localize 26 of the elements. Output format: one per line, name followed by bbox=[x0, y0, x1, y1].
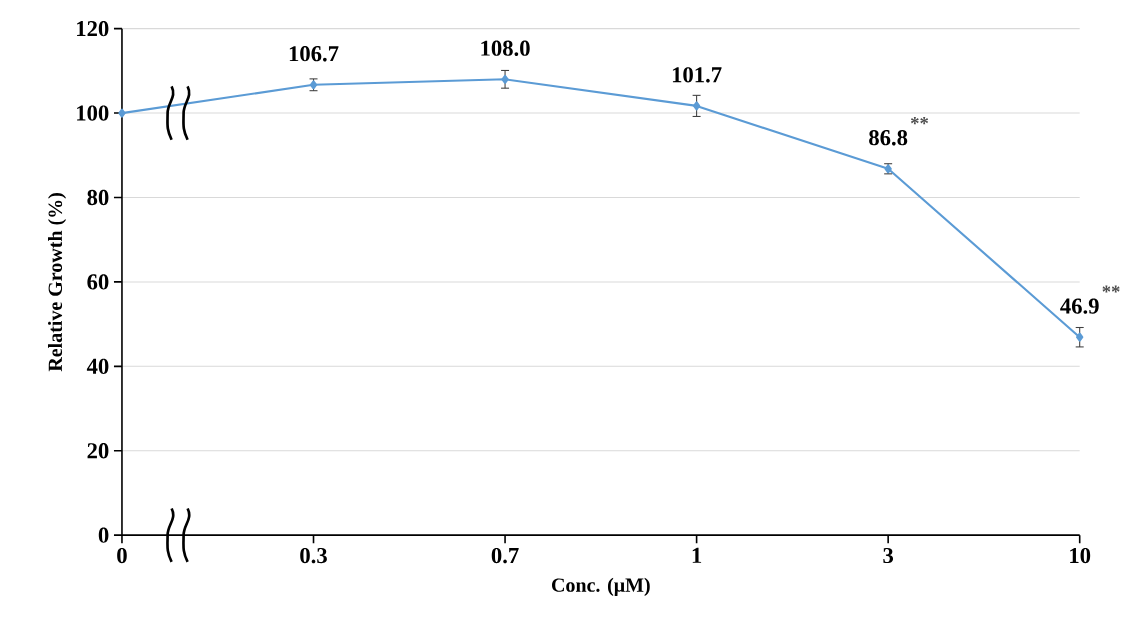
x-tick-label: 10 bbox=[1070, 547, 1091, 564]
y-tick-label: 40 bbox=[86, 358, 109, 375]
y-tick-label: 120 bbox=[77, 21, 109, 37]
annotation: ** bbox=[1102, 285, 1120, 293]
annotation: ** bbox=[910, 117, 929, 125]
y-tick-label: 20 bbox=[87, 443, 109, 459]
point bbox=[692, 101, 701, 111]
point bbox=[501, 74, 509, 84]
y-tick-label: 60 bbox=[87, 274, 109, 290]
x-tick-label: 0.3 bbox=[300, 547, 327, 564]
x-tick-label: 0 bbox=[117, 547, 127, 564]
y-tick-label: 80 bbox=[87, 189, 109, 206]
x-tick-label: 3 bbox=[883, 547, 894, 564]
y-axis-title: Relative Growth (%) bbox=[48, 193, 67, 372]
point bbox=[1076, 332, 1084, 342]
data-label: 101.7 bbox=[672, 67, 722, 83]
x-tick-label: 0.7 bbox=[491, 547, 519, 564]
data-label: 86.8 bbox=[869, 130, 908, 146]
x-tick-label: 1 bbox=[692, 547, 702, 563]
y-tick-label: 0 bbox=[98, 527, 109, 543]
data-label: 106.7 bbox=[289, 46, 339, 62]
y-tick-label: 100 bbox=[77, 105, 109, 121]
data-label: 108.0 bbox=[481, 40, 530, 57]
data-label: 46.9 bbox=[1060, 298, 1099, 314]
x-axis-title: Conc. (μM) bbox=[552, 577, 650, 596]
point bbox=[118, 108, 126, 118]
